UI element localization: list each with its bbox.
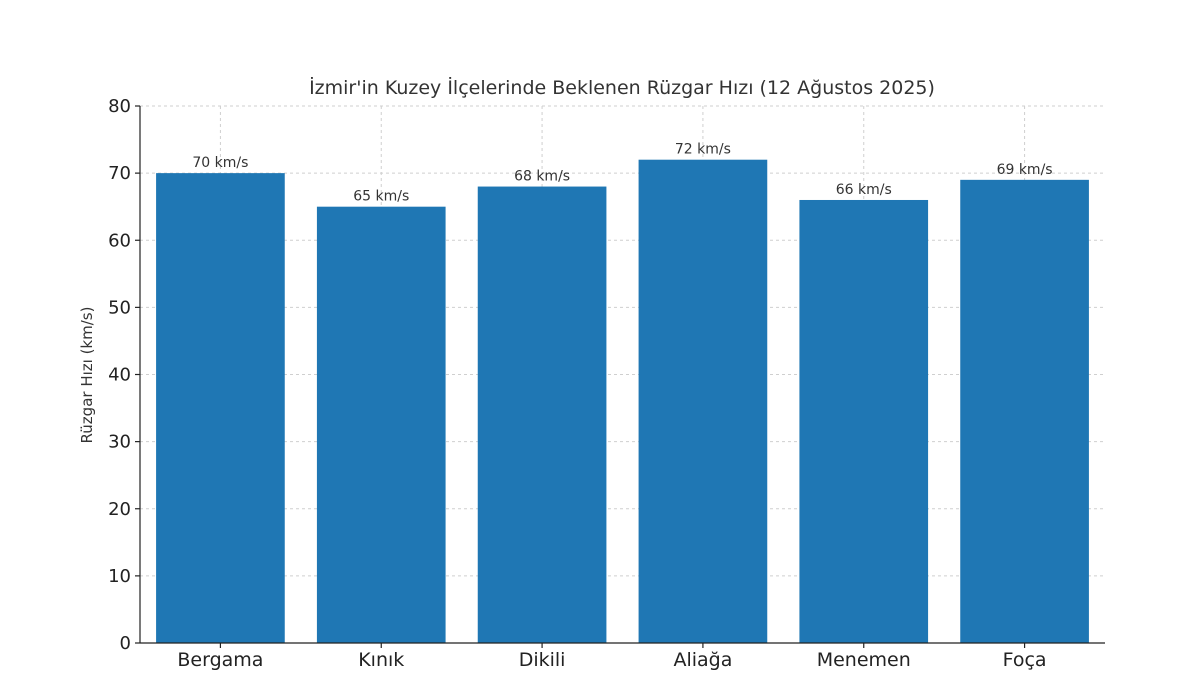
y-tick-label: 50 bbox=[108, 297, 131, 318]
chart-title: İzmir'in Kuzey İlçelerinde Beklenen Rüzg… bbox=[309, 76, 935, 99]
bar-value-label: 65 km/s bbox=[353, 189, 409, 205]
y-tick-label: 30 bbox=[108, 432, 131, 453]
y-tick-label: 0 bbox=[120, 633, 131, 654]
x-tick-label: Menemen bbox=[817, 649, 911, 671]
y-tick-label: 80 bbox=[108, 96, 131, 117]
bar bbox=[316, 206, 446, 643]
bar bbox=[477, 186, 607, 644]
x-tick-label: Aliağa bbox=[673, 649, 732, 671]
y-tick-label: 10 bbox=[108, 566, 131, 587]
x-tick-label: Bergama bbox=[177, 649, 263, 671]
grid-lines bbox=[140, 105, 1105, 643]
y-tick-label: 40 bbox=[108, 365, 131, 386]
bar-value-label: 69 km/s bbox=[997, 162, 1053, 178]
bar bbox=[156, 173, 285, 643]
bar bbox=[638, 159, 768, 643]
y-tick-label: 20 bbox=[108, 499, 131, 520]
x-tick-label: Foça bbox=[1003, 649, 1047, 671]
bar bbox=[960, 179, 1089, 643]
y-tick-label: 60 bbox=[108, 230, 131, 251]
bars bbox=[156, 159, 1089, 644]
y-tick-label: 70 bbox=[108, 163, 131, 184]
bar-value-label: 70 km/s bbox=[192, 155, 248, 171]
y-axis-label: Rüzgar Hızı (km/s) bbox=[78, 307, 96, 444]
y-tick-labels: 0 10 20 30 40 50 60 70 80 bbox=[108, 96, 140, 654]
bar-value-label: 68 km/s bbox=[514, 169, 570, 185]
x-tick-label: Kınık bbox=[358, 649, 404, 671]
bar-value-label: 72 km/s bbox=[675, 142, 731, 158]
x-tick-labels: Bergama Kınık Dikili Aliağa Menemen Foça bbox=[177, 643, 1047, 671]
value-labels: 70 km/s 65 km/s 68 km/s 72 km/s 66 km/s 69 km… bbox=[192, 142, 1052, 205]
bar-value-label: 66 km/s bbox=[836, 182, 892, 198]
bar bbox=[799, 199, 929, 643]
x-tick-label: Dikili bbox=[519, 649, 566, 671]
